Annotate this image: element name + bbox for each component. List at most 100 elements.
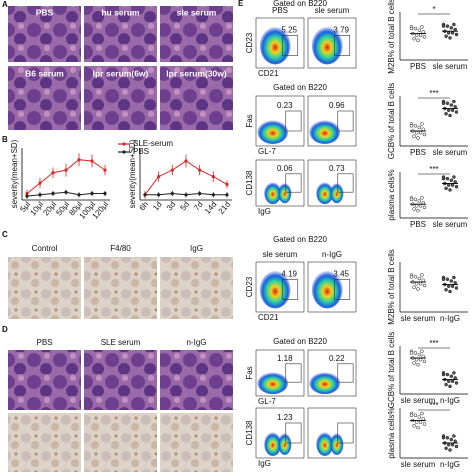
dot <box>448 384 452 389</box>
micrograph <box>160 350 233 410</box>
dot <box>421 30 425 34</box>
x-tick-label: 5d <box>179 200 192 213</box>
axis-label: CD21 <box>258 313 279 322</box>
flow-density <box>330 183 344 204</box>
dot <box>453 105 457 109</box>
micrograph <box>8 350 81 410</box>
gate-percent: 5.25 <box>281 26 297 35</box>
dot <box>453 27 457 32</box>
marker <box>225 193 229 197</box>
micrograph <box>8 257 81 319</box>
dot <box>450 284 455 288</box>
dot <box>422 283 427 288</box>
group-label: PBS <box>410 148 426 157</box>
marker <box>51 171 55 175</box>
dot <box>454 110 459 114</box>
x-tick-label: 14d <box>203 200 218 216</box>
group-label: sle serum <box>263 250 298 259</box>
dot <box>417 28 422 32</box>
dot <box>414 204 419 208</box>
dot <box>445 101 450 105</box>
gate-label: Gated on B220 <box>273 0 327 8</box>
dot <box>418 33 423 38</box>
dot <box>413 124 418 128</box>
dot <box>446 284 451 288</box>
gate <box>285 173 302 193</box>
dot <box>414 282 419 286</box>
dot <box>421 417 425 421</box>
dot <box>441 176 446 181</box>
group-label: n-IgG <box>440 460 460 469</box>
gate-label: Gated on B220 <box>273 235 327 244</box>
dot <box>420 411 424 416</box>
y-axis-label: plasma cells% <box>387 169 396 220</box>
dot <box>412 424 416 428</box>
gate <box>337 422 354 444</box>
dot <box>409 413 414 417</box>
gate <box>285 422 302 444</box>
legend-marker <box>122 142 126 146</box>
micrograph <box>8 66 81 130</box>
column-label: IgG <box>190 244 203 253</box>
flow-density <box>330 433 344 455</box>
micrograph <box>160 66 233 130</box>
group-label: PBS <box>410 220 426 229</box>
marker <box>103 191 107 196</box>
dot <box>450 379 455 384</box>
dot <box>413 275 418 279</box>
gate <box>337 173 354 193</box>
dot <box>453 439 457 443</box>
dot <box>412 285 416 289</box>
micrograph <box>84 66 157 130</box>
group-label: n-IgG <box>440 314 460 323</box>
marker <box>157 175 161 179</box>
marker <box>64 190 68 194</box>
dot <box>420 273 424 277</box>
flow-density <box>309 120 341 144</box>
flow-density <box>278 433 292 455</box>
dot <box>452 434 456 438</box>
dot <box>409 124 414 128</box>
gate <box>285 363 302 383</box>
axis-label: Fas <box>245 114 254 127</box>
y-axis-label: GCB% of total B cells <box>387 332 396 408</box>
legend-label: PBS <box>133 147 149 156</box>
axis-label: CD138 <box>245 170 254 195</box>
marker <box>170 191 174 196</box>
dot <box>418 420 423 424</box>
image-label: B6 serum <box>25 68 64 78</box>
gate-label: Gated on B220 <box>273 83 327 92</box>
dot <box>409 197 414 202</box>
dot <box>453 281 457 285</box>
axis-label: CD23 <box>245 32 254 53</box>
axis-label: Fas <box>245 366 254 379</box>
gate-label: Gated on B220 <box>273 337 327 346</box>
dot <box>454 444 459 449</box>
dot <box>450 183 455 187</box>
dot <box>441 101 446 105</box>
marker <box>225 182 229 186</box>
marker <box>198 168 202 172</box>
gate <box>282 279 299 300</box>
flow-density <box>259 26 291 65</box>
dot <box>409 275 414 279</box>
dot <box>453 180 457 184</box>
axis-label: CD21 <box>258 69 279 78</box>
panel-letter: D <box>2 325 8 334</box>
axis-label: GL-7 <box>258 147 276 156</box>
significance: * <box>432 5 435 14</box>
dot <box>409 351 414 355</box>
dot <box>416 425 420 430</box>
column-label: PBS <box>36 338 52 347</box>
marker <box>170 168 174 172</box>
dot <box>420 349 424 354</box>
flow-density <box>316 432 334 456</box>
dot <box>417 352 422 357</box>
micrograph <box>84 257 157 319</box>
dot <box>416 136 420 140</box>
flow-density <box>311 270 343 309</box>
dot <box>454 184 459 189</box>
dot <box>445 436 450 440</box>
group-label: PBS <box>410 62 426 71</box>
